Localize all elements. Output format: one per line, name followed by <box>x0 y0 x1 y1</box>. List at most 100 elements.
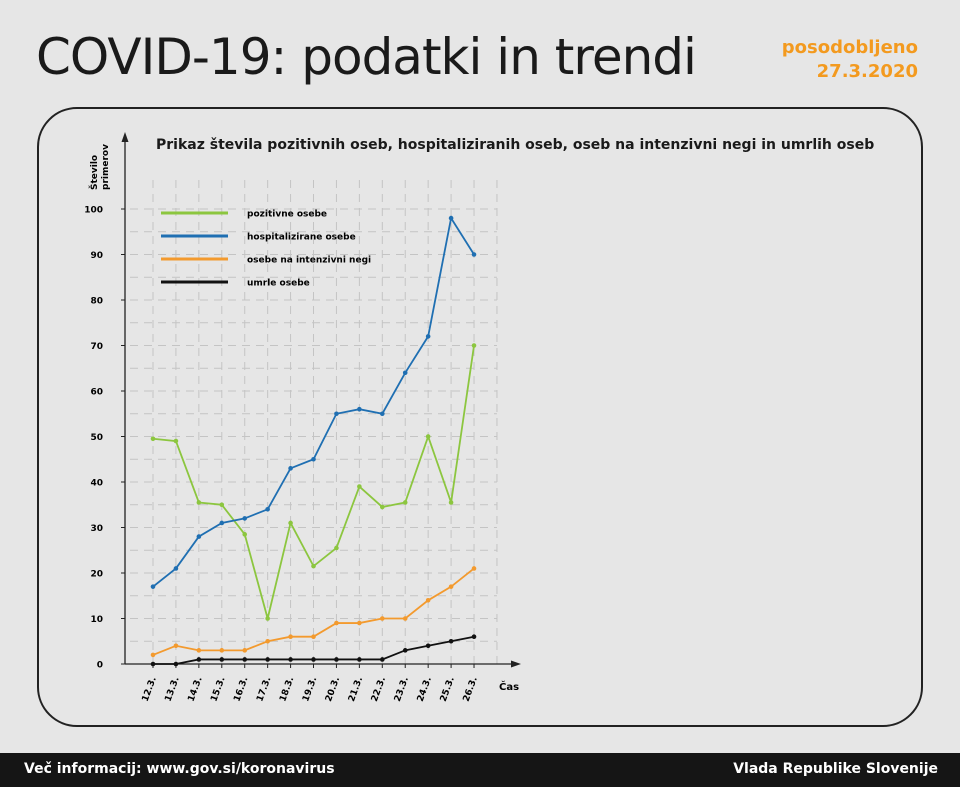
x-tick-label: 21.3. <box>347 676 365 703</box>
data-point <box>150 652 156 658</box>
data-point <box>311 456 316 462</box>
legend-label: osebe na intenzivni negi <box>247 256 371 266</box>
data-point <box>402 370 408 376</box>
updated-date: 27.3.2020 <box>816 61 918 82</box>
y-axis-arrow-icon <box>121 132 129 142</box>
updated-info: posodobljeno 27.3.2020 <box>782 36 918 84</box>
x-tick-label: 13.3. <box>164 676 182 703</box>
data-point <box>150 584 156 589</box>
data-point <box>265 616 270 621</box>
y-tick-label: 60 <box>90 388 103 398</box>
data-point <box>311 657 316 662</box>
series-line-2 <box>152 567 475 656</box>
data-point <box>265 657 270 662</box>
data-point <box>219 648 225 653</box>
data-point <box>196 500 202 505</box>
y-tick-label: 40 <box>90 479 103 489</box>
page-title: COVID-19: podatki in trendi <box>36 28 697 86</box>
data-point <box>219 502 225 508</box>
data-point <box>425 434 431 439</box>
x-tick-label: 17.3. <box>255 676 273 703</box>
data-point <box>173 643 179 649</box>
data-point <box>402 648 408 653</box>
data-point <box>288 634 293 639</box>
data-point <box>288 657 293 662</box>
data-point <box>471 343 477 348</box>
data-point <box>311 563 316 569</box>
data-point <box>196 657 202 662</box>
y-tick-label: 0 <box>97 661 103 671</box>
x-tick-label: 26.3. <box>462 676 480 703</box>
data-point <box>334 411 339 417</box>
data-point <box>471 634 477 639</box>
x-tick-label: 24.3. <box>416 676 434 703</box>
footer-org: Vlada Republike Slovenije <box>733 761 938 777</box>
data-point <box>173 566 179 571</box>
x-tick-label: 25.3. <box>439 676 457 703</box>
data-point <box>242 516 248 521</box>
chart-title: Prikaz števila pozitivnih oseb, hospital… <box>156 137 874 153</box>
data-point <box>173 661 179 667</box>
y-tick-label: 90 <box>90 251 103 261</box>
y-axis-label-line2: primerov <box>101 144 111 190</box>
legend-label: umrle osebe <box>247 279 310 289</box>
data-point <box>219 520 225 526</box>
data-point <box>242 657 248 662</box>
y-tick-label: 70 <box>90 342 103 352</box>
data-point <box>357 620 362 626</box>
x-axis-arrow-icon <box>511 660 521 668</box>
footer-info-link[interactable]: Več informacij: www.gov.si/koronavirus <box>24 761 335 777</box>
data-point <box>288 466 293 471</box>
data-point <box>311 634 316 639</box>
updated-label: posodobljeno <box>781 37 918 58</box>
x-tick-label: 16.3. <box>232 676 250 703</box>
x-tick-label: 18.3. <box>278 676 296 703</box>
x-tick-label: 15.3. <box>209 676 227 703</box>
data-point <box>219 657 225 662</box>
x-axis-label: Čas <box>499 680 519 693</box>
x-tick-label: 12.3. <box>141 676 159 703</box>
data-point <box>448 584 454 589</box>
data-point <box>242 532 248 537</box>
data-point <box>288 520 293 526</box>
data-point <box>380 411 385 417</box>
y-tick-label: 30 <box>90 524 103 534</box>
y-tick-label: 20 <box>90 570 103 580</box>
data-point <box>150 661 156 667</box>
data-point <box>448 500 454 505</box>
data-point <box>402 616 408 621</box>
data-point <box>357 657 362 662</box>
data-point <box>471 252 477 257</box>
data-point <box>173 438 179 444</box>
data-point <box>150 436 156 442</box>
data-point <box>448 638 454 644</box>
data-point <box>471 566 477 571</box>
y-tick-label: 10 <box>90 615 103 625</box>
footer: Več informacij: www.gov.si/koronavirus V… <box>0 753 960 787</box>
x-tick-label: 14.3. <box>187 676 205 703</box>
y-tick-label: 100 <box>84 206 103 216</box>
x-tick-label: 22.3. <box>370 676 388 703</box>
data-point <box>402 500 408 505</box>
data-point <box>196 534 202 539</box>
x-tick-label: 20.3. <box>324 676 342 703</box>
x-tick-label: 19.3. <box>301 676 319 703</box>
data-point <box>334 657 339 662</box>
data-point <box>425 643 431 649</box>
data-point <box>196 648 202 653</box>
data-point <box>334 545 339 551</box>
x-tick-label: 23.3. <box>393 676 411 703</box>
y-axis-label-line1: Število <box>88 155 100 190</box>
data-point <box>265 507 270 512</box>
data-point <box>357 484 362 489</box>
chart-frame <box>37 107 923 727</box>
y-tick-label: 50 <box>90 433 103 443</box>
data-point <box>380 616 385 621</box>
data-point <box>380 657 385 662</box>
data-point <box>334 620 339 626</box>
y-tick-label: 80 <box>90 297 103 307</box>
data-point <box>380 504 385 510</box>
legend-label: hospitalizirane osebe <box>247 233 356 243</box>
legend-label: pozitivne osebe <box>247 210 327 220</box>
